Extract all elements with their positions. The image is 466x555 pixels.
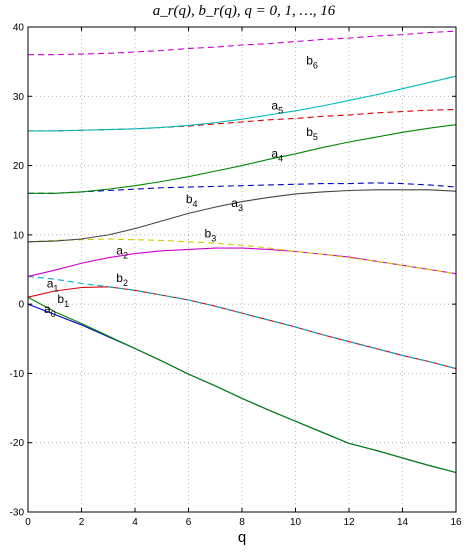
x-tick-label: 10 <box>290 517 302 528</box>
series-line-a4 <box>28 124 457 194</box>
y-tick-label: 30 <box>13 92 25 103</box>
grid-layer <box>28 27 456 512</box>
x-axis-label: q <box>238 529 246 546</box>
series-line-b2 <box>27 275 457 370</box>
x-tick-label: 6 <box>186 517 192 528</box>
series-label-b1: b1 <box>57 292 69 309</box>
series-label-b4: b4 <box>186 192 198 209</box>
series-label-b6: b6 <box>306 53 318 70</box>
series-line-b6 <box>28 30 457 56</box>
series-label-b5: b5 <box>306 125 318 142</box>
series-line-b3 <box>27 238 457 275</box>
x-tick-label: 12 <box>343 517 355 528</box>
x-tick-label: 4 <box>132 517 138 528</box>
series-label-a5: a5 <box>271 98 283 115</box>
y-tick-label: -20 <box>10 438 25 449</box>
series-label-a3: a3 <box>231 196 243 213</box>
y-tick-label: -10 <box>10 369 25 380</box>
x-tick-label: 16 <box>450 517 462 528</box>
x-tick-label: 8 <box>239 517 245 528</box>
series-layer <box>27 30 457 474</box>
series-label-a0: a0 <box>44 302 56 319</box>
x-tick-label: 14 <box>397 517 409 528</box>
series-line-b4 <box>28 182 457 194</box>
chart-title: a_r(q), b_r(q), q = 0, 1, …, 16 <box>153 3 336 19</box>
x-tick-label: 2 <box>79 517 85 528</box>
series-line-a5 <box>28 75 457 132</box>
series-label-b3: b3 <box>205 227 217 244</box>
axis-layer: 0 2 4 6 8 10 12 14 16 -30 -20 -10 0 10 20 30 40 <box>10 23 462 529</box>
y-tick-label: -30 <box>10 508 25 519</box>
series-label-a1: a1 <box>47 277 59 294</box>
series-label-a2: a2 <box>116 243 128 260</box>
y-tick-label: 40 <box>13 23 25 34</box>
series-label-b2: b2 <box>116 271 128 288</box>
series-line-b1 <box>27 296 457 474</box>
y-tick-label: 0 <box>18 300 24 311</box>
y-tick-label: 10 <box>13 230 25 241</box>
series-line-a3 <box>27 189 457 243</box>
y-tick-label: 20 <box>13 161 25 172</box>
series-line-a2 <box>27 247 457 277</box>
series-label-a4: a4 <box>271 146 283 163</box>
x-tick-label: 0 <box>25 517 31 528</box>
